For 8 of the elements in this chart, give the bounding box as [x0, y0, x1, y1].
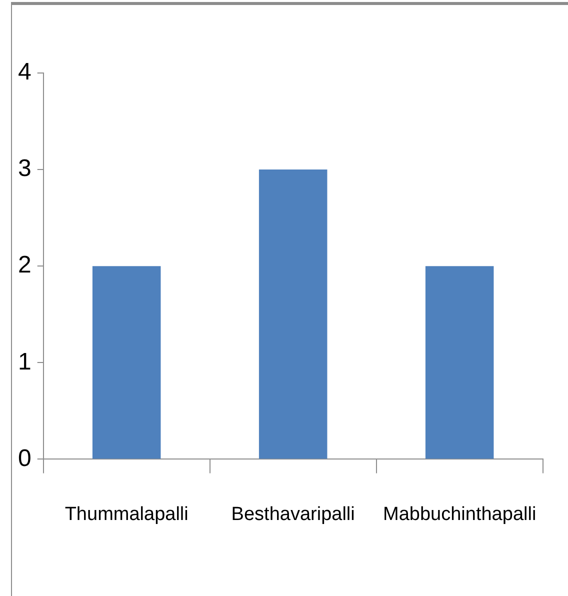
y-tick-label: 3 [18, 155, 32, 182]
y-tick-label: 4 [18, 58, 32, 86]
x-tick-label: Besthavaripalli [231, 504, 355, 525]
x-tick-label: Mabbuchinthapalli [383, 504, 536, 525]
y-tick-label: 0 [18, 444, 32, 472]
y-tick-label: 2 [18, 252, 32, 279]
y-tick-label: 1 [18, 348, 32, 376]
x-tick-label: Thummalapalli [64, 504, 188, 525]
